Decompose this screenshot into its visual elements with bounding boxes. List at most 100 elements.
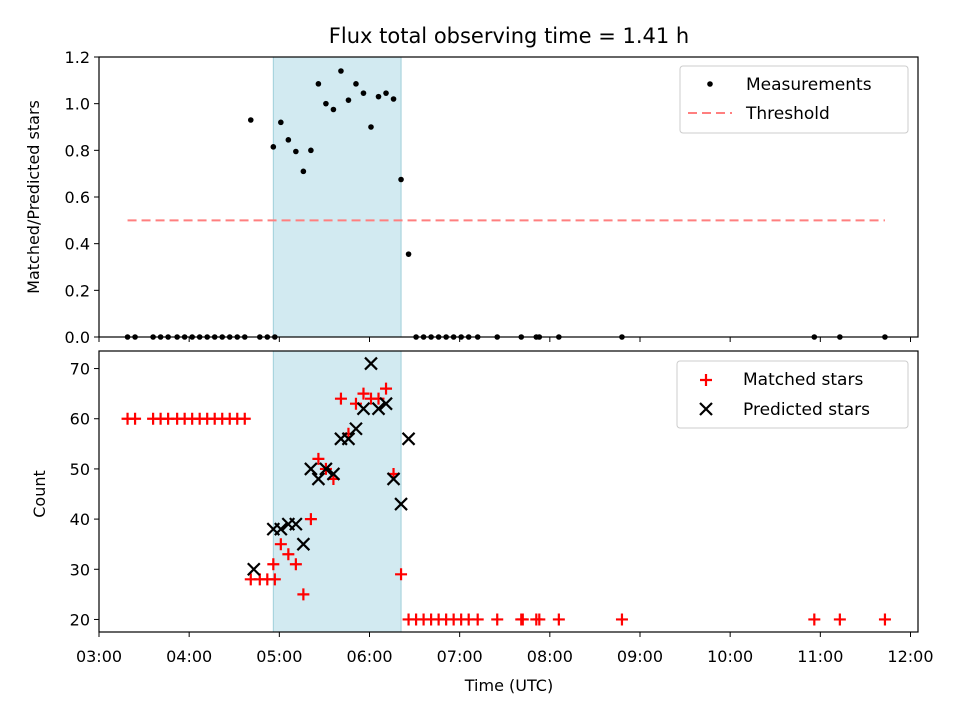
- x-tick-label: 05:00: [256, 647, 302, 666]
- predicted-star-point: [364, 356, 378, 371]
- predicted-star-point: [319, 462, 333, 476]
- measurement-point: [278, 119, 284, 126]
- y-tick-label: 0.2: [65, 281, 90, 300]
- matched-star-point: [268, 573, 281, 586]
- y-tick-label: 0.4: [65, 235, 90, 254]
- measurement-point: [285, 137, 292, 143]
- x-tick-label: 11:00: [797, 647, 843, 666]
- predicted-star-point: [401, 432, 416, 446]
- bottom-legend: Matched stars Predicted stars: [676, 360, 909, 429]
- y-tick-label: 30: [70, 560, 90, 579]
- bottom-y-axis-label: Count: [30, 470, 49, 518]
- x-tick-label: 04:00: [166, 647, 212, 666]
- legend-measurements-label: Measurements: [746, 75, 872, 95]
- x-tick-label: 07:00: [437, 647, 483, 666]
- matched-star-point: [282, 548, 295, 561]
- matched-star-point: [289, 558, 302, 571]
- predicted-star-point: [289, 517, 303, 531]
- y-tick-label: 20: [70, 610, 90, 629]
- top-y-ticks: 0.0 0.2 0.4 0.6 0.8 1.0 1.2: [65, 48, 99, 347]
- matched-star-point: [238, 412, 251, 425]
- matched-star-point: [304, 513, 317, 526]
- measurement-point: [330, 106, 337, 113]
- measurement-point: [315, 81, 322, 87]
- bottom-legend-box: [676, 360, 909, 429]
- predicted-star-point: [386, 472, 401, 486]
- predicted-star-point: [356, 401, 371, 416]
- measurement-point: [323, 100, 329, 107]
- counts-subplot: 20 30 40 50 60 70 03:00 04:00 05:00 06:00 07:00 08…: [30, 350, 934, 695]
- x-tick-label: 12:00: [887, 647, 933, 666]
- measurement-point: [293, 148, 299, 155]
- legend-predicted-marker: [699, 402, 713, 416]
- matched-star-point: [297, 588, 310, 601]
- y-tick-label: 60: [70, 410, 90, 429]
- matched-star-point: [274, 538, 287, 551]
- measurement-point: [247, 117, 254, 123]
- matched-star-point: [312, 452, 325, 465]
- x-tick-label: 06:00: [346, 647, 392, 666]
- predicted-star-point: [341, 432, 356, 446]
- observing-window-span: [272, 56, 402, 338]
- y-tick-label: 0.0: [65, 328, 90, 347]
- matched-star-point: [380, 382, 393, 395]
- y-tick-label: 1.0: [65, 95, 90, 114]
- matched-star-point: [471, 613, 484, 626]
- y-tick-label: 0.8: [65, 141, 90, 160]
- legend-predicted-label: Predicted stars: [743, 400, 870, 420]
- measurement-point: [338, 68, 344, 74]
- x-tick-label: 03:00: [76, 647, 122, 666]
- y-tick-label: 70: [70, 360, 90, 379]
- matched-star-point: [878, 613, 891, 626]
- predicted-star-point: [296, 537, 311, 551]
- matched-star-point: [808, 613, 821, 626]
- bottom-x-ticks: 03:00 04:00 05:00 06:00 07:00 08:00 09:00 10:00…: [76, 632, 934, 666]
- matched-star-point: [267, 558, 280, 571]
- legend-threshold-label: Threshold: [745, 104, 830, 124]
- matched-star-point: [552, 613, 565, 626]
- measurements-subplot: 0.0 0.2 0.4 0.6 0.8 1.0 1.2 Flux total observi…: [24, 24, 919, 347]
- measurement-point: [375, 93, 382, 100]
- matched-star-point: [533, 613, 546, 626]
- matched-star-point: [833, 613, 846, 626]
- x-tick-label: 09:00: [617, 647, 663, 666]
- predicted-star-point: [311, 472, 326, 486]
- measurement-point: [353, 81, 359, 87]
- measurement-point: [300, 168, 307, 175]
- y-tick-label: 50: [70, 460, 90, 479]
- predicted-star-point: [394, 497, 408, 511]
- y-tick-label: 1.2: [65, 48, 90, 67]
- measurement-point: [383, 90, 389, 96]
- y-tick-label: 40: [70, 510, 90, 529]
- matched-star-point: [129, 412, 142, 425]
- legend-measurements-marker: [707, 81, 713, 87]
- bottom-axes-frame: [98, 350, 919, 633]
- y-tick-label: 0.6: [65, 188, 90, 207]
- matched-star-point: [357, 387, 370, 400]
- legend-matched-label: Matched stars: [743, 370, 863, 390]
- matched-star-point: [334, 392, 347, 405]
- top-x-ticks: [98, 337, 911, 342]
- top-legend: Measurements Threshold: [679, 65, 909, 134]
- x-axis-label: Time (UTC): [464, 676, 553, 695]
- x-tick-label: 08:00: [527, 647, 573, 666]
- predicted-star-point: [326, 467, 341, 481]
- matched-star-point: [615, 613, 628, 626]
- matched-star-point: [491, 613, 504, 626]
- matched-stars-points: [121, 382, 891, 626]
- legend-matched-marker: [700, 374, 712, 386]
- bottom-y-ticks: 20 30 40 50 60 70: [70, 360, 99, 629]
- measurement-point: [390, 96, 397, 102]
- predicted-star-point: [379, 396, 393, 411]
- measurement-point: [308, 147, 314, 154]
- observing-window-span: [272, 350, 402, 633]
- predicted-star-point: [349, 421, 363, 436]
- predicted-star-point: [371, 401, 386, 416]
- chart-title: Flux total observing time = 1.41 h: [329, 24, 689, 48]
- matched-star-point: [395, 568, 408, 581]
- predicted-star-point: [274, 522, 288, 536]
- measurement-point: [345, 97, 352, 103]
- top-y-axis-label: Matched/Predicted stars: [24, 100, 43, 294]
- predicted-star-point: [247, 562, 261, 577]
